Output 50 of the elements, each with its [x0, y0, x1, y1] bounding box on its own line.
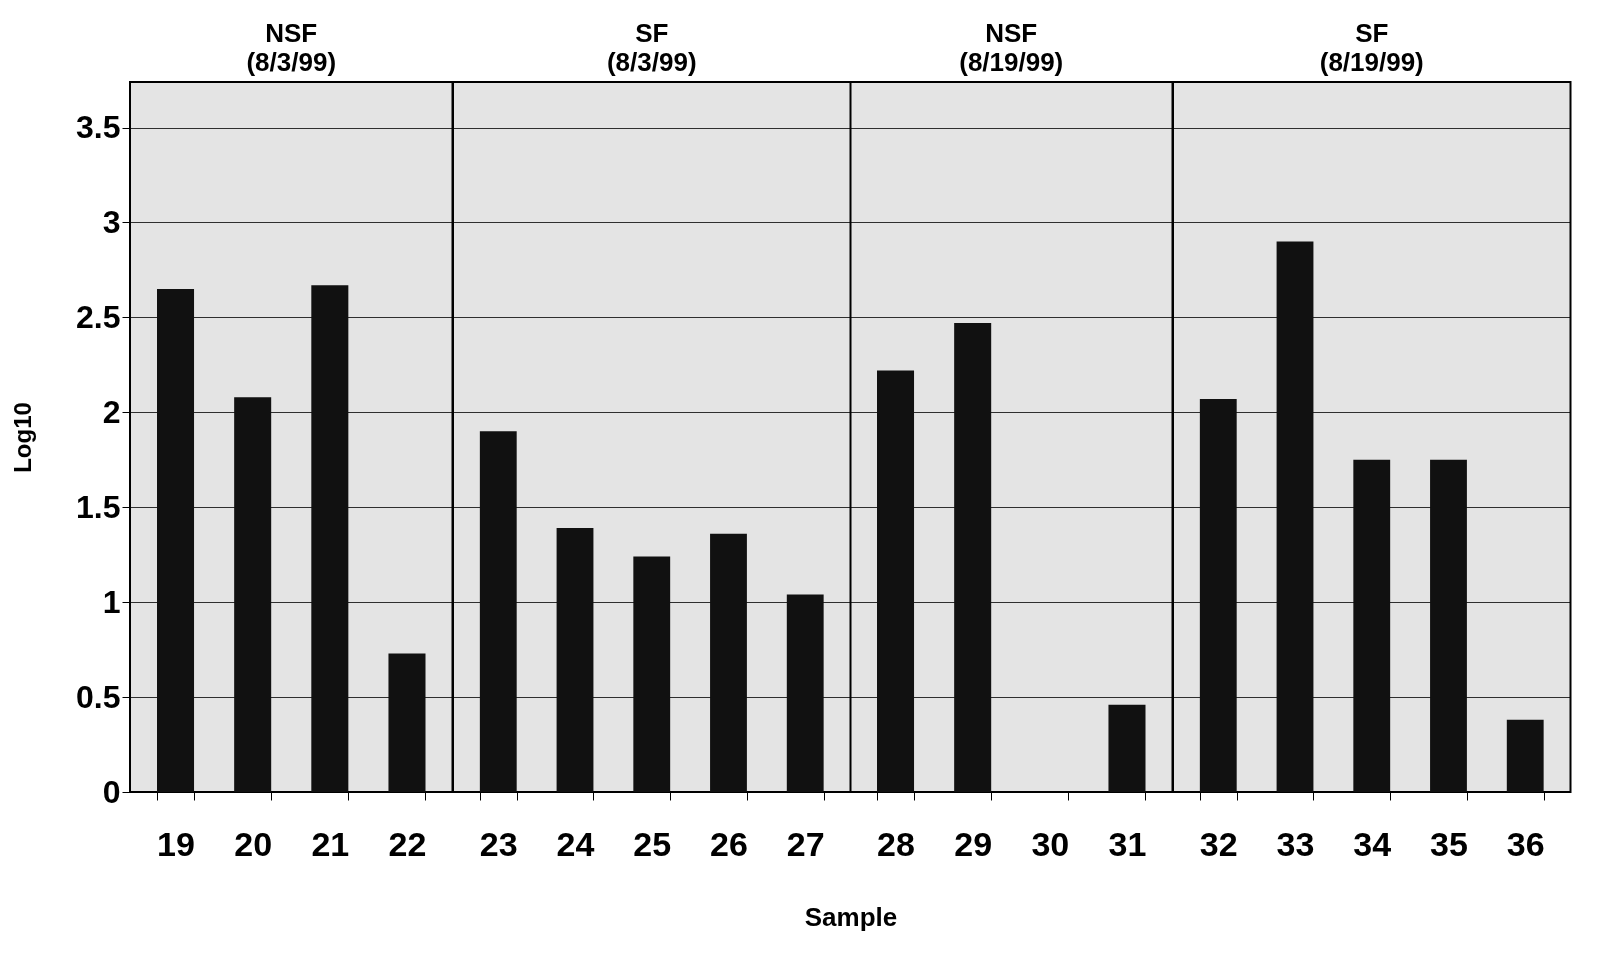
x-tick-label: 24: [556, 824, 595, 863]
bar: [1352, 459, 1390, 792]
x-tick-label: 19: [157, 824, 195, 863]
bar: [1276, 241, 1313, 792]
x-tick-label: 32: [1199, 824, 1238, 863]
chart-subtitle: (8/3/99): [606, 47, 697, 77]
x-tick-label: 31: [1108, 824, 1147, 863]
y-tick-label: 2: [102, 393, 121, 430]
x-tick-label: 30: [1031, 824, 1070, 863]
bar: [311, 285, 349, 792]
bar: [1429, 459, 1467, 792]
y-tick-label: 3.5: [76, 109, 121, 146]
x-tick-label: 34: [1352, 824, 1391, 863]
bar: [234, 397, 272, 792]
y-tick-label: 3: [102, 203, 121, 240]
x-axis-title: Sample: [804, 901, 897, 932]
bar: [709, 533, 747, 792]
y-tick-label: 1: [102, 583, 121, 620]
chart-subtitle: (8/3/99): [246, 47, 337, 77]
chart-subtitle: (8/19/99): [959, 47, 1064, 77]
bar: [1199, 399, 1237, 792]
x-tick-label: 22: [388, 824, 427, 863]
y-axis-title: Log10: [9, 402, 37, 473]
chart-title: NSF: [985, 18, 1038, 48]
y-tick-label: 0: [102, 773, 121, 810]
bar: [479, 431, 517, 792]
x-tick-label: 36: [1506, 824, 1545, 863]
chart-title: NSF: [265, 18, 318, 48]
bar: [786, 594, 824, 792]
x-tick-label: 28: [877, 824, 915, 863]
chart-subtitle: (8/19/99): [1319, 47, 1424, 77]
x-tick-label: 21: [311, 824, 350, 863]
bar: [632, 556, 670, 792]
x-tick-label: 25: [632, 824, 671, 863]
chart-title: SF: [1354, 18, 1388, 48]
bar: [556, 528, 593, 792]
bar: [1506, 719, 1544, 792]
x-tick-label: 20: [234, 824, 273, 863]
chart-title: SF: [634, 18, 668, 48]
y-tick-label: 1.5: [76, 488, 121, 525]
x-tick-label: 23: [479, 824, 518, 863]
x-tick-label: 33: [1276, 824, 1314, 863]
x-tick-label: 35: [1429, 824, 1468, 863]
y-tick-label: 2.5: [76, 298, 121, 335]
bar: [388, 653, 426, 792]
x-tick-label: 27: [786, 824, 825, 863]
x-tick-label: 29: [954, 824, 993, 863]
bar: [157, 288, 195, 792]
x-tick-label: 26: [709, 824, 748, 863]
y-tick-label: 0.5: [76, 678, 121, 715]
